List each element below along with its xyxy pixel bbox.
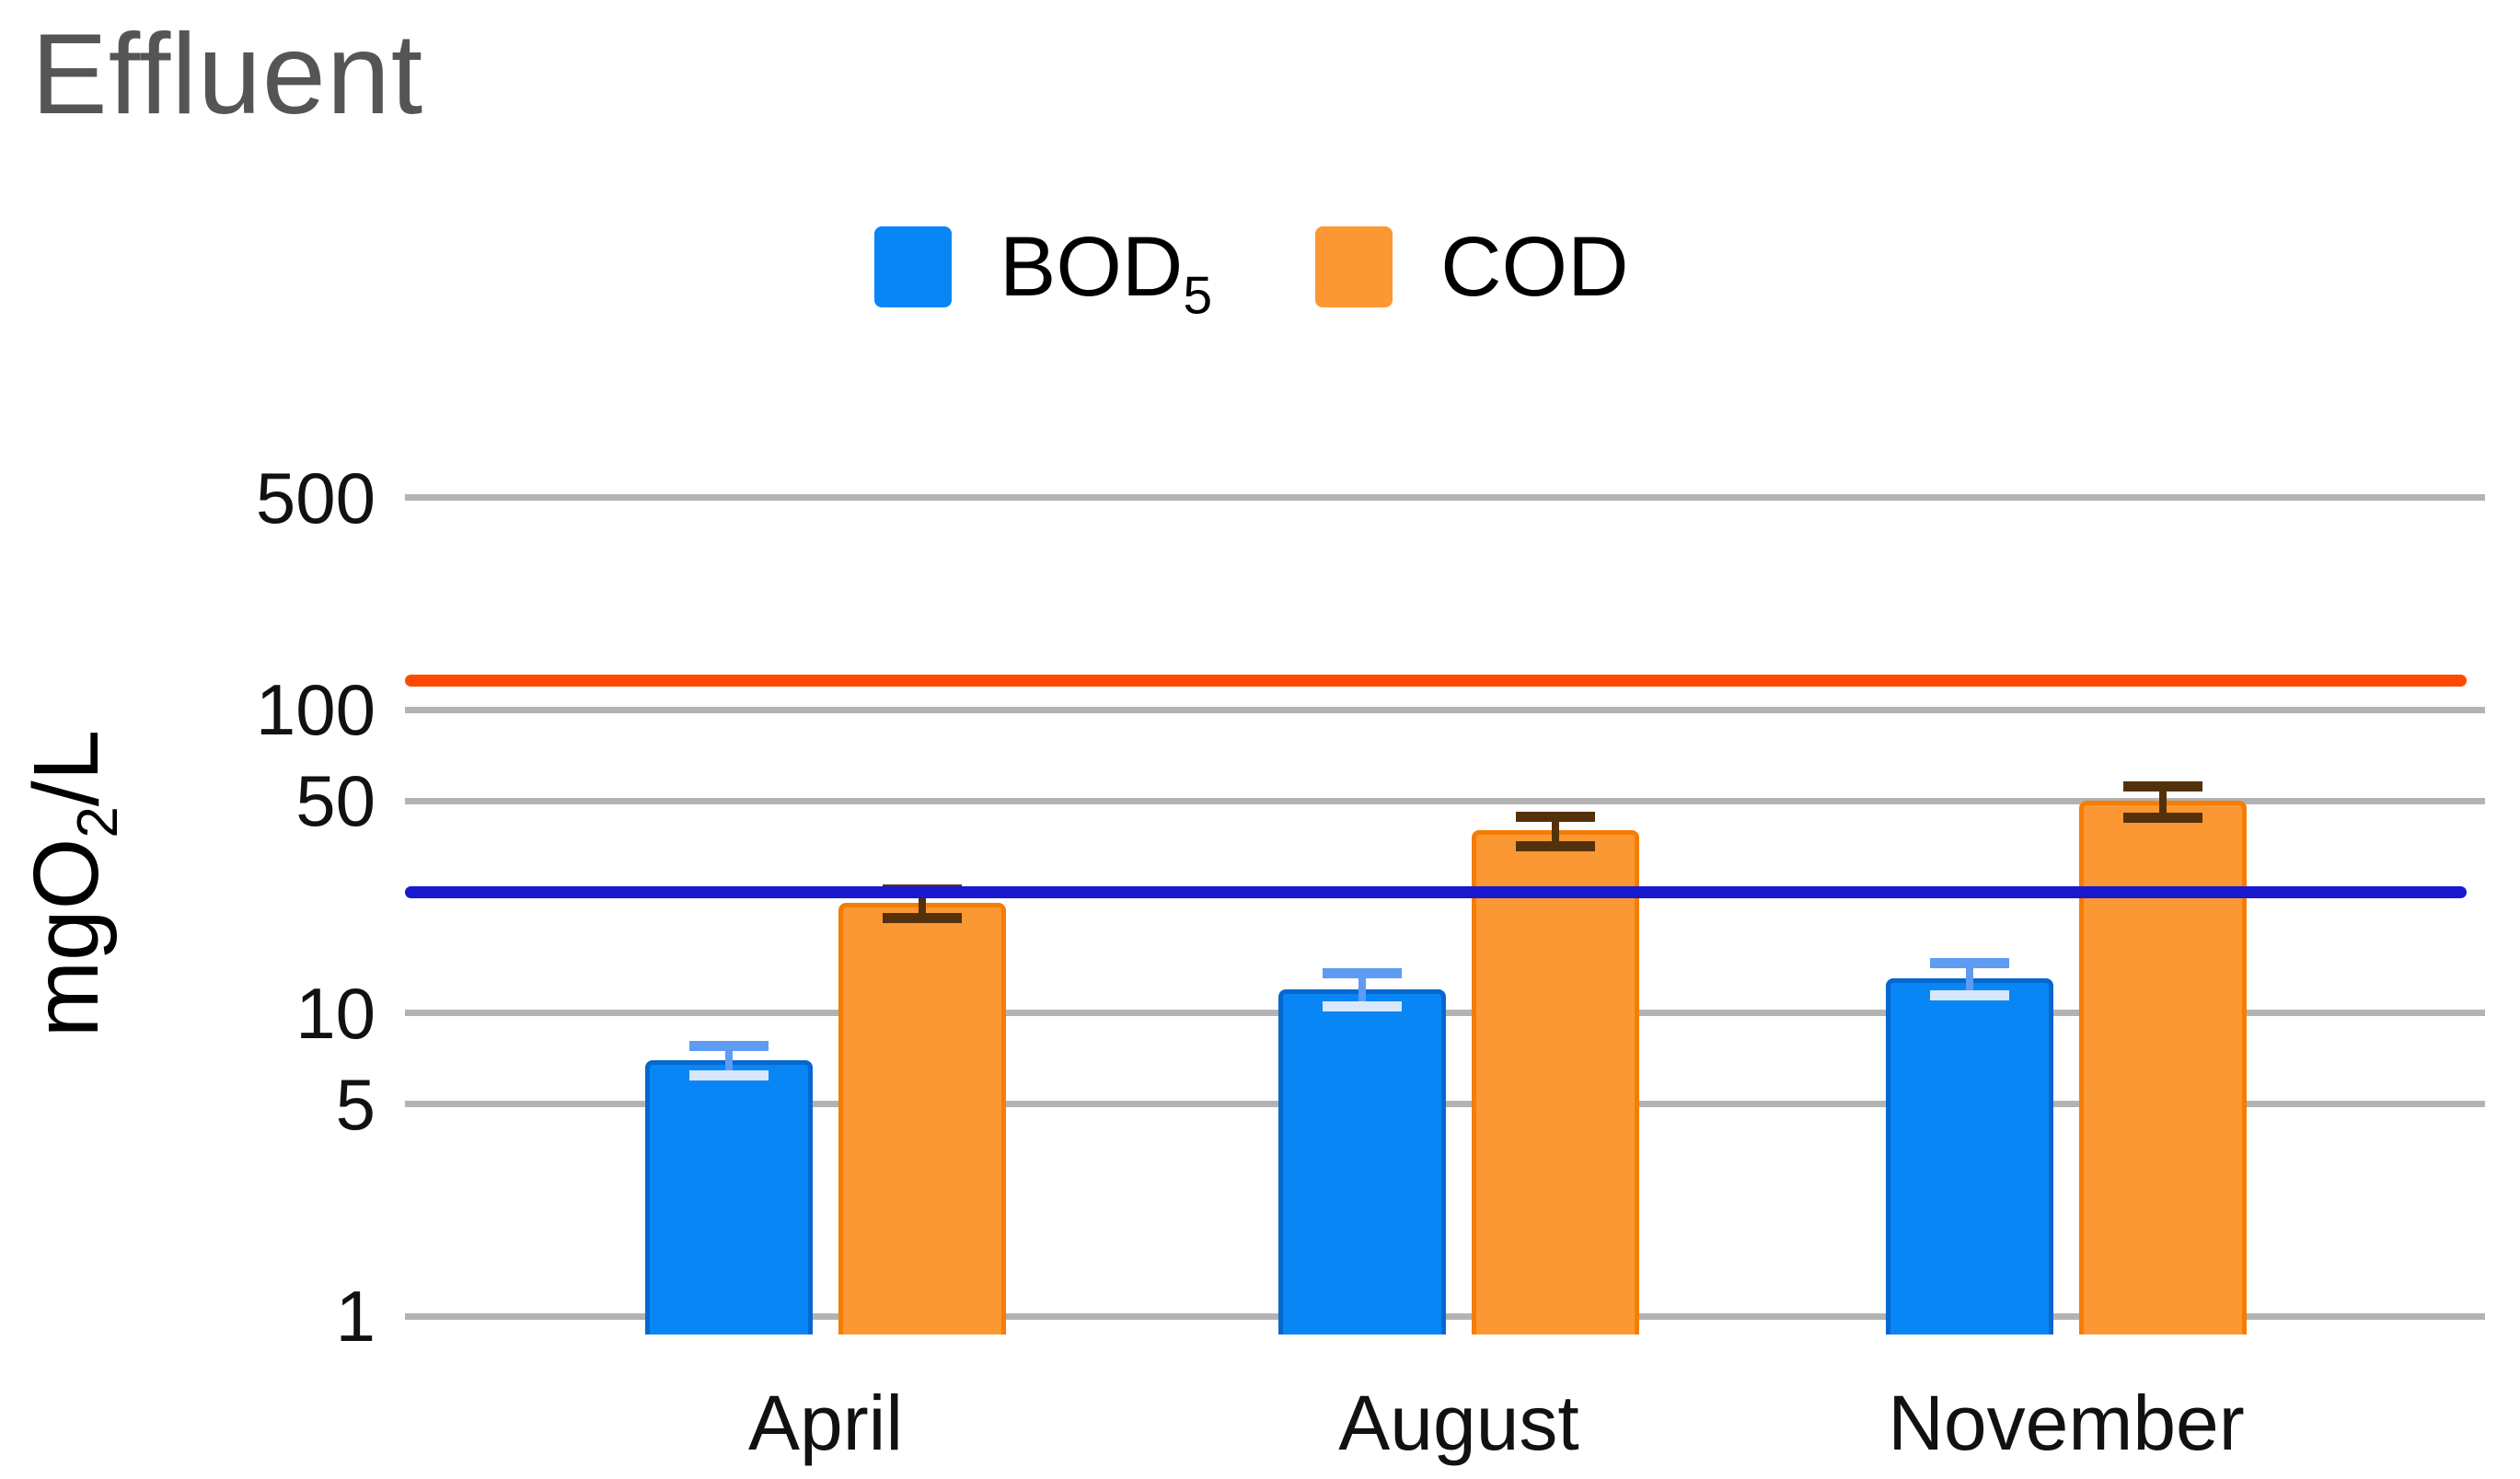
x-tick-label-november: November xyxy=(1888,1380,2245,1466)
y-tick-label-100: 100 xyxy=(255,669,376,751)
y-tick-label-50: 50 xyxy=(295,760,376,842)
bar-bod-august xyxy=(1278,988,1446,1335)
error-bar-cod-august-cap-upper xyxy=(1516,811,1595,822)
bar-bod-april xyxy=(645,1059,813,1335)
bar-cod-april xyxy=(838,903,1006,1335)
gridline-100 xyxy=(405,706,2485,713)
error-bar-cod-november-whisker xyxy=(2159,786,2167,818)
y-tick-label-5: 5 xyxy=(335,1063,376,1145)
legend-label-bod5: BOD5 xyxy=(1000,219,1212,322)
error-bar-bod-november-cap-lower xyxy=(1930,990,2009,1001)
error-bar-bod-august-whisker xyxy=(1358,973,1366,1007)
error-bar-bod-august-cap-upper xyxy=(1323,968,1402,979)
y-tick-label-1: 1 xyxy=(335,1276,376,1357)
legend-label-bod5-text: BOD xyxy=(1000,219,1184,314)
error-bar-bod-november-whisker xyxy=(1966,963,1973,996)
error-bar-bod-november-cap-upper xyxy=(1930,957,2009,968)
legend-label-bod5-subscript: 5 xyxy=(1183,265,1213,325)
error-bar-bod-april-cap-lower xyxy=(689,1070,769,1081)
error-bar-bod-april-whisker xyxy=(725,1046,733,1076)
error-bar-cod-august-whisker xyxy=(1552,816,1559,847)
error-bar-cod-april-cap-lower xyxy=(883,913,962,924)
error-bar-cod-november-cap-lower xyxy=(2123,813,2202,824)
reference-line-25 xyxy=(405,886,2467,899)
legend-label-cod: COD xyxy=(1440,219,1628,316)
chart-title: Effluent xyxy=(31,11,424,138)
reference-line-125 xyxy=(405,674,2467,687)
y-tick-label-10: 10 xyxy=(295,972,376,1054)
error-bar-bod-august-cap-lower xyxy=(1323,1001,1402,1012)
bar-cod-november xyxy=(2079,801,2247,1335)
error-bar-cod-august-cap-lower xyxy=(1516,840,1595,851)
legend-label-cod-text: COD xyxy=(1440,219,1629,314)
bar-bod-november xyxy=(1886,978,2053,1335)
error-bar-bod-april-cap-upper xyxy=(689,1040,769,1051)
error-bar-cod-november-cap-upper xyxy=(2123,780,2202,791)
error-bar-cod-april-whisker xyxy=(919,889,926,919)
bar-cod-august xyxy=(1472,830,1639,1335)
legend-item-bod5: BOD5 xyxy=(874,219,1212,322)
chart-legend: BOD5 COD xyxy=(874,220,1629,321)
x-tick-label-august: August xyxy=(1338,1380,1579,1466)
legend-swatch-cod xyxy=(1315,226,1393,307)
gridline-50 xyxy=(405,797,2485,804)
y-tick-label-500: 500 xyxy=(255,456,376,538)
x-tick-label-april: April xyxy=(747,1380,904,1466)
legend-item-cod: COD xyxy=(1315,219,1629,316)
gridline-500 xyxy=(405,494,2485,502)
legend-swatch-bod5 xyxy=(874,226,952,307)
